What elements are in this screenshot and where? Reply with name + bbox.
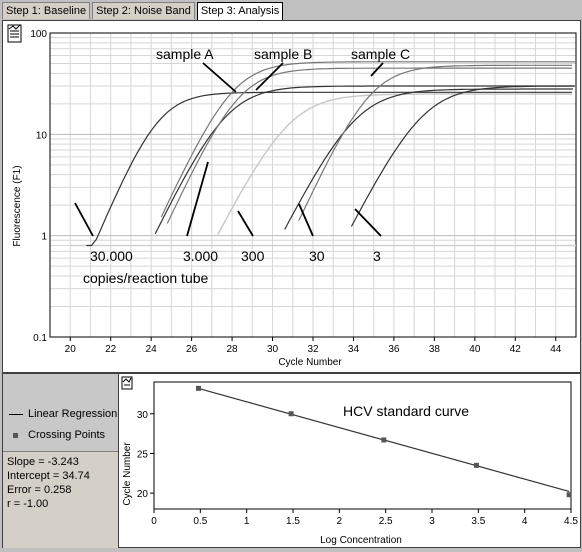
x-axis-title: Cycle Number <box>278 357 342 368</box>
chart-options-icon[interactable] <box>121 376 133 390</box>
legend-linear-regression: Linear Regression <box>9 408 117 420</box>
x-tick-label: 1.5 <box>286 516 300 527</box>
x-tick-label: 44 <box>550 344 562 355</box>
x-tick-label: 0.5 <box>193 516 207 527</box>
y-tick-label: 30 <box>137 410 149 421</box>
annotation-pointer <box>186 161 209 237</box>
amplification-curve <box>160 61 576 218</box>
tab-bar: Step 1: Baseline Step 2: Noise Band Step… <box>2 2 285 21</box>
legend-stats-panel: Linear Regression Crossing Points Slope … <box>2 373 119 548</box>
standard-curve-chart: 0 0.5 1 1.5 2 2.5 3 3.5 4 4.5 20 25 30 HCV standard … <box>121 376 578 546</box>
error-value: Error = 0.258 <box>7 484 72 496</box>
x-tick-label: 2.5 <box>379 516 393 527</box>
x-tick-label: 32 <box>307 344 319 355</box>
amplification-curve <box>166 67 572 224</box>
x-tick-label: 40 <box>469 344 481 355</box>
y-tick-label: 20 <box>137 489 149 500</box>
annotation-pointer <box>74 202 94 237</box>
x-tick-label: 3 <box>429 516 435 527</box>
annotation-pointer <box>202 62 237 93</box>
amplification-chart: 20 22 24 26 28 30 32 34 36 38 40 42 44 100 10 1 0.1 Fluo… <box>7 24 577 368</box>
x-tick-label: 22 <box>105 344 117 355</box>
annotation-pointer <box>237 210 254 237</box>
y-axis-title: Fluorescence (F1) <box>12 165 23 246</box>
line-swatch-icon <box>9 413 23 415</box>
tab-baseline[interactable]: Step 1: Baseline <box>2 2 91 19</box>
amplification-curve <box>284 88 573 230</box>
x-tick-label: 3.5 <box>471 516 485 527</box>
annotation-pointer <box>298 203 314 237</box>
label-std-30000: 30.000 <box>90 248 133 264</box>
annotation-pointer <box>354 208 382 237</box>
chart-options-icon[interactable] <box>7 24 22 43</box>
stats-box: Slope = -3.243 Intercept = 34.74 Error =… <box>3 451 118 548</box>
label-std-300: 300 <box>241 248 265 264</box>
legend-crossing-points: Crossing Points <box>9 429 105 441</box>
label-sample-b: sample B <box>254 46 312 62</box>
label-std-units: copies/reaction tube <box>83 270 209 286</box>
x-tick-label: 42 <box>510 344 522 355</box>
amplification-curve <box>217 93 572 235</box>
x-tick-label: 28 <box>227 344 239 355</box>
legend-label: Linear Regression <box>28 408 118 420</box>
label-std-3000: 3.000 <box>183 248 218 264</box>
amplification-panel: 20 22 24 26 28 30 32 34 36 38 40 42 44 100 10 1 0.1 Fluo… <box>2 20 581 373</box>
legend-label: Crossing Points <box>28 429 106 441</box>
standard-curve-panel: 0 0.5 1 1.5 2 2.5 3 3.5 4 4.5 20 25 30 HCV standard … <box>118 373 581 548</box>
x-tick-label: 2 <box>337 516 343 527</box>
amplification-curve <box>298 64 572 221</box>
crossing-point <box>473 462 479 468</box>
y-tick-label: 25 <box>137 449 149 460</box>
slope-value: Slope = -3.243 <box>7 456 79 468</box>
crossing-point <box>566 492 572 498</box>
y-axis-title: Cycle Number <box>122 442 133 506</box>
annotation-pointer <box>370 62 384 77</box>
x-tick-label: 38 <box>429 344 441 355</box>
label-std-30: 30 <box>309 248 325 264</box>
x-tick-label: 34 <box>348 344 360 355</box>
x-tick-label: 4.5 <box>564 516 578 527</box>
x-axis-title: Log Concentration <box>320 535 402 546</box>
crossing-point <box>288 411 294 417</box>
x-tick-label: 30 <box>267 344 279 355</box>
x-tick-label: 20 <box>65 344 77 355</box>
x-tick-label: 24 <box>146 344 158 355</box>
label-sample-a: sample A <box>156 46 214 62</box>
x-tick-label: 0 <box>151 516 157 527</box>
intercept-value: Intercept = 34.74 <box>7 470 90 482</box>
y-tick-label: 1 <box>41 232 47 243</box>
amplification-curve <box>154 85 575 235</box>
amplification-curve <box>350 85 574 227</box>
x-tick-label: 4 <box>522 516 528 527</box>
x-tick-label: 1 <box>244 516 250 527</box>
annotation-pointer <box>255 62 284 91</box>
std-curve-title: HCV standard curve <box>343 403 469 419</box>
tab-analysis[interactable]: Step 3: Analysis <box>196 2 284 21</box>
y-tick-label: 10 <box>36 130 48 141</box>
x-tick-label: 36 <box>388 344 400 355</box>
label-std-3: 3 <box>373 248 381 264</box>
y-tick-label: 0.1 <box>33 333 47 344</box>
amplification-curve <box>86 91 572 247</box>
label-sample-c: sample C <box>351 46 410 62</box>
crossing-point <box>195 385 201 391</box>
tab-noise-band[interactable]: Step 2: Noise Band <box>92 2 195 19</box>
square-marker-icon <box>13 432 18 438</box>
x-tick-label: 26 <box>186 344 198 355</box>
crossing-point <box>381 437 387 443</box>
y-tick-label: 100 <box>30 29 47 40</box>
r-value: r = -1.00 <box>7 498 49 510</box>
